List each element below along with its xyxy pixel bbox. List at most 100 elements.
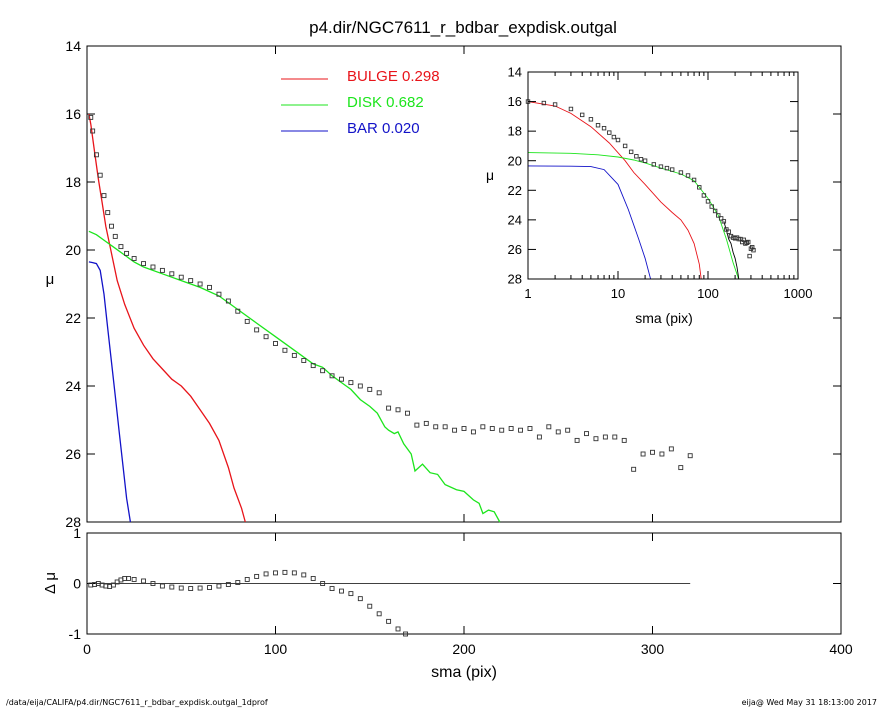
main-y-tick-label: 16 <box>65 106 81 122</box>
residual-y-ticks: 1 0 -1 <box>69 525 841 642</box>
inset-data-point <box>601 125 607 131</box>
inset-y-tick-label: 26 <box>508 242 522 257</box>
inset-y-tick-label: 24 <box>508 212 522 227</box>
residual-data-point <box>339 588 344 594</box>
residual-x-ticks: 0 100 200 300 400 <box>83 533 853 657</box>
main-data-point <box>631 466 637 472</box>
chart-title: p4.dir/NGC7611_r_bdbar_expdisk.outgal <box>309 18 617 37</box>
main-data-point <box>621 437 627 443</box>
main-data-point <box>433 424 439 430</box>
inset-data-point <box>705 199 711 204</box>
residual-x-tick-label: 0 <box>83 641 91 657</box>
main-data-point <box>555 429 561 435</box>
main-data-point <box>207 284 212 290</box>
inset-data-point <box>541 100 547 106</box>
residual-data-point <box>386 618 392 624</box>
inset-data-point <box>724 227 729 232</box>
inset-data-point <box>664 165 670 171</box>
residual-data-point <box>207 585 212 590</box>
residual-y-axis-label: Δ μ <box>42 572 59 594</box>
main-data-point <box>159 267 165 273</box>
main-data-point <box>499 427 505 433</box>
main-data-point <box>329 373 335 379</box>
inset-series-group <box>525 99 756 280</box>
main-data-point <box>263 334 269 340</box>
main-data-point <box>470 429 476 435</box>
main-data-point <box>461 426 467 431</box>
main-data-point <box>90 128 96 134</box>
legend: BULGE 0.298 DISK 0.682 BAR 0.020 <box>281 68 440 137</box>
main-data-point <box>178 274 184 280</box>
inset-data-point <box>701 193 707 198</box>
inset-data-point <box>595 123 601 128</box>
main-data-point <box>93 152 99 158</box>
inset-data-point <box>718 216 724 221</box>
main-data-point <box>546 424 552 430</box>
main-y-tick-label: 22 <box>65 310 81 326</box>
residual-data-point <box>395 626 401 632</box>
main-data-point <box>225 298 231 304</box>
main-data-point <box>650 449 655 455</box>
main-data-point <box>593 436 599 442</box>
residual-data-point <box>141 578 147 584</box>
inset-data-point <box>658 164 664 169</box>
main-data-point <box>395 407 401 413</box>
main-data-point <box>508 426 514 431</box>
residual-data-point <box>159 583 165 589</box>
residual-data-point <box>320 581 326 586</box>
residual-data-point <box>188 586 194 591</box>
inset-y-tick-label: 18 <box>508 124 522 139</box>
main-data-point <box>536 434 542 440</box>
main-y-tick-label: 24 <box>65 378 81 394</box>
residual-data-point <box>367 603 373 609</box>
residual-x-tick-label: 100 <box>264 641 288 657</box>
main-data-point <box>376 390 382 396</box>
main-data-point <box>339 376 344 382</box>
main-y-tick-label: 26 <box>65 446 81 462</box>
inset-data-point <box>716 213 721 218</box>
residual-data-point <box>150 581 156 586</box>
residual-data-point <box>403 631 409 637</box>
residual-x-axis-label: sma (pix) <box>431 664 497 681</box>
main-data-point <box>489 426 495 431</box>
main-data-point <box>574 437 580 443</box>
main-data-point <box>169 271 175 277</box>
main-data-point <box>105 210 111 216</box>
inset-y-tick-label: 22 <box>508 183 522 198</box>
main-y-axis-label: μ <box>46 271 55 288</box>
inset-data-point <box>628 149 634 155</box>
residual-series-group <box>87 569 691 637</box>
residual-data-point <box>244 577 250 582</box>
main-data-point <box>687 453 693 459</box>
main-data-point <box>367 386 373 392</box>
inset-y-axis-label: μ <box>486 167 494 183</box>
main-line-bulge <box>88 113 246 523</box>
residual-data-point <box>376 611 382 617</box>
main-data-point <box>244 318 250 324</box>
inset-data-point <box>588 117 594 122</box>
residual-data-point <box>254 573 260 579</box>
main-data-point <box>282 347 288 353</box>
main-data-point <box>273 341 278 346</box>
main-y-tick-label: 20 <box>65 242 81 258</box>
legend-label-disk: DISK 0.682 <box>347 94 424 111</box>
residual-data-point <box>301 572 307 578</box>
inset-x-tick-label: 1 <box>524 286 531 301</box>
main-y-tick-label: 14 <box>65 38 81 54</box>
main-data-point <box>527 426 533 431</box>
residual-data-point <box>263 571 269 577</box>
residual-data-point <box>348 591 354 597</box>
inset-panel: 14 16 18 20 22 24 26 28 1 10 100 1000 μ sma (pix) <box>486 65 813 326</box>
main-data-point <box>97 172 103 178</box>
main-data-point <box>423 420 429 426</box>
main-data-point <box>452 427 458 433</box>
residual-data-point <box>110 582 116 588</box>
inset-data-point <box>651 162 657 167</box>
inset-data-point <box>638 157 644 162</box>
residual-data-point <box>169 584 175 590</box>
residual-data-point <box>126 576 131 581</box>
inset-data-point <box>579 112 585 118</box>
main-data-point <box>357 383 363 389</box>
legend-label-bulge: BULGE 0.298 <box>347 68 440 85</box>
residual-data-point <box>197 585 203 591</box>
